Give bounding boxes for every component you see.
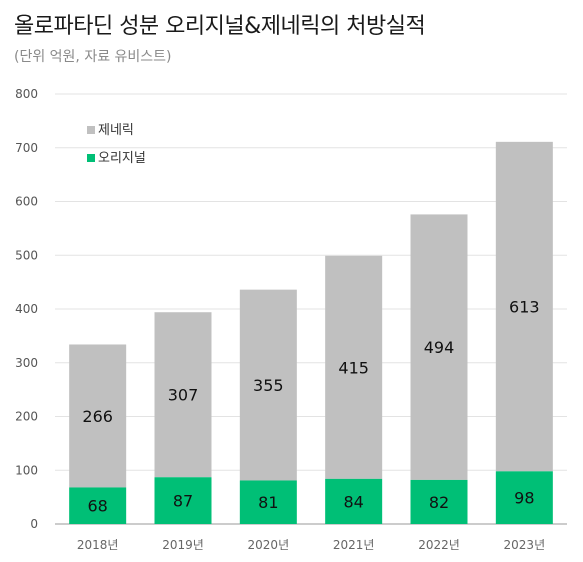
original-value-label: 87 xyxy=(173,492,193,511)
legend-swatch xyxy=(87,126,95,134)
legend-swatch xyxy=(87,154,95,162)
generic-value-label: 613 xyxy=(509,298,540,317)
y-tick-label: 0 xyxy=(30,517,38,531)
y-tick-label: 600 xyxy=(15,195,38,209)
y-tick-label: 100 xyxy=(15,463,38,477)
bar-generic xyxy=(495,141,553,472)
legend-label: 오리지널 xyxy=(98,151,146,166)
bar-generic xyxy=(325,255,383,479)
chart-title: 올로파타딘 성분 오리지널&제네릭의 처방실적 xyxy=(14,14,426,39)
y-tick-label: 700 xyxy=(15,141,38,155)
bar-original xyxy=(410,479,468,524)
bar-original xyxy=(325,478,383,524)
bar-original xyxy=(239,480,297,524)
y-axis: 0 100 200 300 400 500 600 700 800 xyxy=(15,87,38,531)
grid-lines xyxy=(55,93,567,525)
y-tick-label: 800 xyxy=(15,87,38,101)
original-value-label: 81 xyxy=(258,493,278,512)
x-tick-label: 2020년 xyxy=(248,538,290,552)
x-axis: 2018년 2019년 2020년 2021년 2022년 2023년 xyxy=(77,538,545,552)
x-tick-label: 2019년 xyxy=(162,538,204,552)
original-value-label: 84 xyxy=(343,492,363,511)
y-tick-label: 400 xyxy=(15,302,38,316)
original-value-label: 68 xyxy=(87,497,107,516)
generic-value-label: 355 xyxy=(253,376,284,395)
bar-generic xyxy=(410,214,468,480)
generic-value-label: 266 xyxy=(82,407,113,426)
generic-value-label: 415 xyxy=(338,358,369,377)
y-tick-label: 500 xyxy=(15,248,38,262)
x-tick-label: 2023년 xyxy=(504,538,546,552)
bar-generic xyxy=(239,289,297,481)
bar-generic xyxy=(69,344,127,488)
generic-value-label: 494 xyxy=(424,338,455,357)
original-value-label: 82 xyxy=(429,493,449,512)
bar-original xyxy=(154,477,212,524)
bars: 266 68 307 87 355 81 415 84 494 82 613 98 xyxy=(69,141,553,524)
generic-value-label: 307 xyxy=(168,386,199,405)
bar-original xyxy=(495,471,553,524)
bar-generic xyxy=(154,312,212,478)
bar-original xyxy=(69,487,127,524)
chart-subtitle: (단위 억원, 자료 유비스트) xyxy=(14,49,172,65)
y-tick-label: 200 xyxy=(15,410,38,424)
x-tick-label: 2018년 xyxy=(77,538,119,552)
y-tick-label: 300 xyxy=(15,356,38,370)
legend-label: 제네릭 xyxy=(98,123,134,138)
original-value-label: 98 xyxy=(514,489,534,508)
x-tick-label: 2021년 xyxy=(333,538,375,552)
x-tick-label: 2022년 xyxy=(418,538,460,552)
